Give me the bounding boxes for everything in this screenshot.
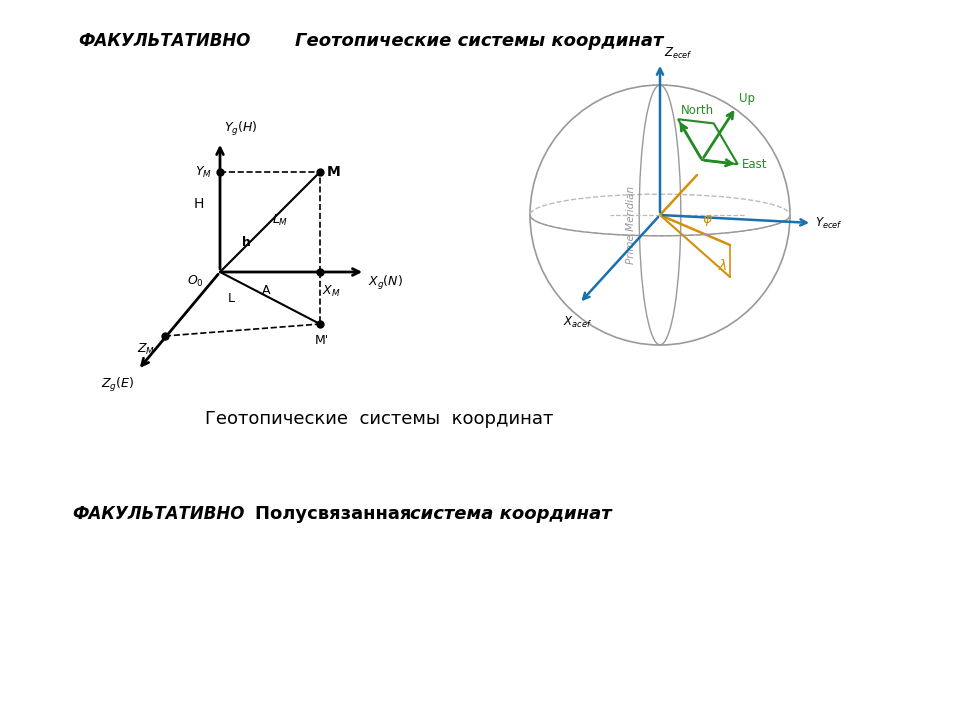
Text: система координат: система координат — [410, 505, 612, 523]
Text: Up: Up — [739, 92, 756, 105]
Text: ФАКУЛЬТАТИВНО: ФАКУЛЬТАТИВНО — [72, 505, 245, 523]
Text: M': M' — [315, 334, 329, 347]
Text: $\lambda$: $\lambda$ — [718, 258, 728, 272]
Text: $O_0$: $O_0$ — [187, 274, 204, 289]
Text: M: M — [327, 165, 341, 179]
Text: Геотопические  системы  координат: Геотопические системы координат — [205, 410, 553, 428]
Text: $Y_M$: $Y_M$ — [195, 164, 212, 179]
Text: h: h — [242, 235, 251, 248]
Text: L: L — [228, 292, 235, 305]
Text: $X_{acef}$: $X_{acef}$ — [563, 315, 592, 330]
Text: $Y_{ecef}$: $Y_{ecef}$ — [815, 215, 843, 230]
Text: $Z_g(E)$: $Z_g(E)$ — [101, 376, 134, 394]
Text: Prime Meridian: Prime Meridian — [626, 186, 636, 264]
Text: $X_M$: $X_M$ — [322, 284, 341, 299]
Text: North: North — [681, 104, 714, 117]
Text: $X_g(N)$: $X_g(N)$ — [368, 274, 403, 292]
Text: $Z_M$: $Z_M$ — [137, 342, 155, 357]
Text: $L_M$: $L_M$ — [272, 212, 288, 228]
Text: A: A — [262, 284, 271, 297]
Text: Полусвязанная: Полусвязанная — [255, 505, 418, 523]
Text: Геотопические системы координат: Геотопические системы координат — [295, 32, 663, 50]
Text: $\varphi$: $\varphi$ — [702, 212, 713, 228]
Text: H: H — [194, 197, 204, 211]
Text: $Y_g(H)$: $Y_g(H)$ — [224, 120, 257, 138]
Text: East: East — [742, 158, 767, 171]
Text: $Z_{ecef}$: $Z_{ecef}$ — [664, 46, 693, 61]
Text: ФАКУЛЬТАТИВНО: ФАКУЛЬТАТИВНО — [78, 32, 251, 50]
